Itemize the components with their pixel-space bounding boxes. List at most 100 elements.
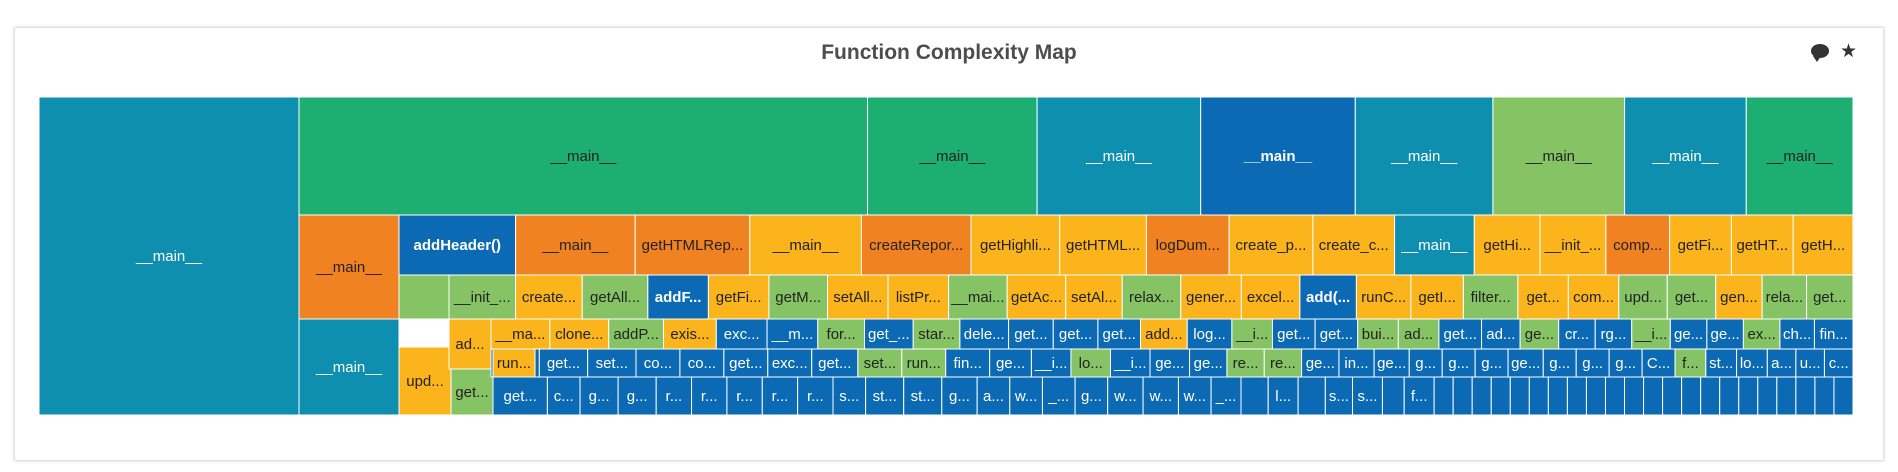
treemap-cell-r3-22[interactable]: get... <box>1666 274 1717 320</box>
treemap-cell-r3-7[interactable]: setAll... <box>827 274 889 320</box>
treemap-cell-r4-26[interactable]: __i... <box>1631 318 1671 350</box>
treemap-cell-r6-48[interactable] <box>1795 376 1816 415</box>
treemap-cell-r4-5[interactable]: exc... <box>715 318 768 350</box>
treemap-cell-r6-44[interactable] <box>1719 376 1740 415</box>
treemap-cell-r3-11[interactable]: setAl... <box>1065 274 1123 320</box>
treemap-cell-r1-8[interactable]: __main__ <box>1745 97 1853 216</box>
treemap-cell-r5-8[interactable]: get... <box>811 348 859 378</box>
treemap-cell-r6-9[interactable]: r... <box>797 376 834 415</box>
treemap-cell-r1-6[interactable]: __main__ <box>1492 97 1626 216</box>
treemap-cell-r6-37[interactable] <box>1585 376 1606 415</box>
treemap-cell-r4-14[interactable]: add... <box>1140 318 1188 350</box>
treemap-cell-r6-13[interactable]: g... <box>941 376 978 415</box>
treemap-cell-r3-2[interactable]: create... <box>515 274 583 320</box>
treemap-cell-r6-23[interactable]: l... <box>1267 376 1299 415</box>
treemap-cell-r4-12[interactable]: get... <box>1052 318 1099 350</box>
treemap-cell-r1-4[interactable]: __main__ <box>1200 97 1356 216</box>
treemap-cell-r3-21[interactable]: upd... <box>1618 274 1668 320</box>
treemap-cell-r5-25[interactable]: g... <box>1474 348 1509 378</box>
treemap-cell-r1-1[interactable]: __main__ <box>298 97 869 216</box>
treemap-cell-r6-2[interactable]: c... <box>546 376 581 415</box>
treemap-cell-r2-2[interactable]: __main__ <box>515 214 636 276</box>
treemap-cell-r6-12[interactable]: st... <box>903 376 943 415</box>
treemap-cell-r6-29[interactable] <box>1433 376 1454 415</box>
treemap-cell-r3-9[interactable]: __mai... <box>948 274 1008 320</box>
treemap-cell-r5-17[interactable]: ge... <box>1189 348 1228 378</box>
comment-icon[interactable] <box>1805 41 1829 62</box>
treemap-cell-r3-16[interactable]: runC... <box>1355 274 1412 320</box>
treemap-cell-r5-12[interactable]: ge... <box>989 348 1032 378</box>
treemap-cell-r4-13[interactable]: get... <box>1097 318 1142 350</box>
treemap-cell-r4-7[interactable]: for... <box>817 318 865 350</box>
treemap-cell-left-3[interactable]: __main__ <box>298 318 400 415</box>
treemap-cell-r5-36[interactable]: c... <box>1823 348 1853 378</box>
treemap-cell-r6-16[interactable]: _... <box>1041 376 1076 415</box>
treemap-cell-r6-20[interactable]: w... <box>1177 376 1212 415</box>
treemap-cell-r5-35[interactable]: u... <box>1795 348 1825 378</box>
treemap-cell-r1-3[interactable]: __main__ <box>1036 97 1202 216</box>
treemap-cell-r4-1[interactable]: __ma... <box>490 318 551 350</box>
treemap-cell-r6-39[interactable] <box>1624 376 1645 415</box>
treemap-cell-r6-50[interactable] <box>1833 376 1853 415</box>
treemap-cell-r2-11[interactable]: __main__ <box>1394 214 1475 276</box>
treemap-cell-r2-12[interactable]: getHi... <box>1473 214 1541 276</box>
treemap-cell-r3-20[interactable]: com... <box>1567 274 1620 320</box>
treemap-cell-r6-11[interactable]: st... <box>865 376 905 415</box>
treemap-cell-r2-17[interactable]: getH... <box>1792 214 1853 276</box>
treemap-cell-r5-16[interactable]: ge... <box>1149 348 1191 378</box>
treemap-cell-left-2[interactable]: __main__ <box>298 214 400 320</box>
treemap-cell-r3-3[interactable]: getAll... <box>581 274 649 320</box>
treemap-cell-r5-5[interactable]: co... <box>679 348 725 378</box>
treemap-cell-r3-8[interactable]: listPr... <box>887 274 950 320</box>
treemap-cell-r4-21[interactable]: get... <box>1438 318 1483 350</box>
treemap-cell-r6-8[interactable]: r... <box>761 376 799 415</box>
treemap-cell-r4-10[interactable]: dele... <box>959 318 1010 350</box>
treemap-cell-r4-25[interactable]: rg... <box>1594 318 1633 350</box>
treemap-cell-r5-23[interactable]: g... <box>1408 348 1443 378</box>
treemap-cell-r6-42[interactable] <box>1681 376 1702 415</box>
treemap-cell-r6-22[interactable] <box>1240 376 1269 415</box>
treemap-cell-r6-35[interactable] <box>1547 376 1568 415</box>
treemap-cell-r6-34[interactable] <box>1528 376 1549 415</box>
treemap-cell-r5-6[interactable]: get... <box>723 348 769 378</box>
treemap-cell-r2-5[interactable]: createRepor... <box>860 214 972 276</box>
treemap-cell-r5-34[interactable]: a... <box>1766 348 1797 378</box>
treemap-cell-r5-27[interactable]: g... <box>1542 348 1577 378</box>
treemap-cell-r5-20[interactable]: ge... <box>1301 348 1340 378</box>
treemap-cell-r5-24[interactable]: g... <box>1441 348 1476 378</box>
treemap-cell-r4-20[interactable]: ad... <box>1397 318 1440 350</box>
treemap-cell-r6-24[interactable] <box>1297 376 1326 415</box>
treemap-cell-r6-28[interactable]: f... <box>1403 376 1435 415</box>
treemap-cell-r6-4[interactable]: g... <box>617 376 657 415</box>
treemap-cell-r2-8[interactable]: logDum... <box>1145 214 1230 276</box>
treemap-cell-r5-14[interactable]: lo... <box>1070 348 1111 378</box>
treemap-cell-r6-33[interactable] <box>1509 376 1530 415</box>
treemap-cell-r2-10[interactable]: create_c... <box>1312 214 1396 276</box>
treemap-cell-r6-36[interactable] <box>1566 376 1587 415</box>
treemap-cell-r6-41[interactable] <box>1662 376 1683 415</box>
treemap-cell-r5-15[interactable]: __i... <box>1109 348 1151 378</box>
treemap-cell-r3-1[interactable]: __init_... <box>448 274 517 320</box>
treemap-cell-r5-9[interactable]: set... <box>857 348 903 378</box>
treemap-cell-r5-29[interactable]: g... <box>1608 348 1643 378</box>
treemap-cell-r4-3[interactable]: addP... <box>608 318 665 350</box>
treemap-cell-r6-30[interactable] <box>1452 376 1473 415</box>
treemap-cell-r3-14[interactable]: excel... <box>1240 274 1301 320</box>
treemap-cell-r5-33[interactable]: lo... <box>1736 348 1768 378</box>
treemap-cell-r6-40[interactable] <box>1643 376 1664 415</box>
treemap-cell-r5-13[interactable]: __i... <box>1030 348 1072 378</box>
treemap-cell-r2-1[interactable]: addHeader() <box>398 214 517 276</box>
treemap-cell-r6-43[interactable] <box>1700 376 1721 415</box>
treemap-cell-r2-14[interactable]: comp... <box>1605 214 1671 276</box>
treemap-cell-r6-45[interactable] <box>1738 376 1759 415</box>
treemap-cell-left-5[interactable]: upd... <box>398 346 452 415</box>
treemap-cell-r3-15[interactable]: add(... <box>1299 274 1357 320</box>
treemap-cell-r4-8[interactable]: get_... <box>863 318 914 350</box>
star-icon[interactable]: ★ <box>1839 41 1857 62</box>
treemap-cell-r6-49[interactable] <box>1814 376 1835 415</box>
treemap-cell-r2-9[interactable]: create_p... <box>1228 214 1314 276</box>
treemap-cell-r4-19[interactable]: bui... <box>1357 318 1399 350</box>
treemap-cell-left-8[interactable]: run... <box>492 348 536 378</box>
treemap-cell-r3-25[interactable]: get... <box>1806 274 1853 320</box>
treemap-cell-r4-28[interactable]: ge... <box>1706 318 1744 350</box>
